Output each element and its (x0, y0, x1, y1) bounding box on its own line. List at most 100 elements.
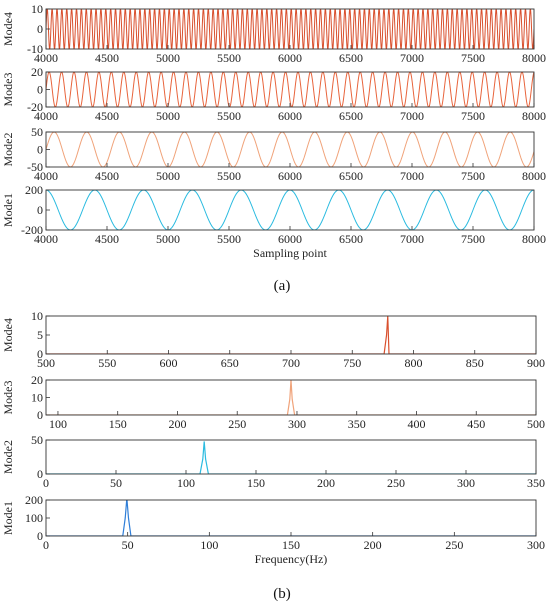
y-tick-label: 0 (37, 143, 43, 157)
y-tick-label: -50 (27, 160, 43, 174)
x-tick-label: 600 (160, 356, 178, 370)
x-ticks: 4000 4500 5000 5500 6000 6500 7000 7500 8000 (34, 45, 546, 65)
x-tick-label: 7500 (461, 109, 485, 123)
y-tick-label: 0 (37, 203, 43, 217)
y-axis-label: Mode2 (1, 440, 15, 474)
x-tick-label: 4000 (34, 51, 58, 65)
x-tick-label: 100 (49, 417, 67, 431)
x-tick-label: 4500 (95, 51, 119, 65)
x-tick-label: 4500 (95, 169, 119, 183)
x-tick-label: 850 (466, 356, 484, 370)
y-tick-label: 10 (31, 391, 43, 405)
y-ticks: 0 50 (31, 433, 50, 481)
x-tick-label: 500 (527, 417, 545, 431)
y-tick-label: 200 (25, 183, 43, 197)
x-tick-label: 200 (364, 538, 382, 552)
x-tick-label: 200 (317, 476, 335, 490)
x-tick-label: 5500 (217, 51, 241, 65)
y-tick-label: 200 (25, 493, 43, 507)
y-tick-label: 0 (37, 347, 43, 361)
x-tick-label: 7000 (400, 232, 424, 246)
x-tick-label: 8000 (522, 51, 546, 65)
series-line (46, 132, 534, 167)
y-tick-label: 10 (31, 2, 43, 16)
x-tick-label: 7500 (461, 232, 485, 246)
x-tick-label: 300 (288, 417, 306, 431)
axes-frame (45, 315, 537, 355)
y-axis-label: Mode3 (1, 73, 15, 107)
panel-b-mode2: 0 50 100 150 200 250 300 350 0 50 Mode2 (1, 433, 545, 490)
plots-layer: 4000 4500 5000 5500 6000 6500 7000 7500 8000-100… (1, 2, 546, 566)
x-tick-label: 0 (43, 476, 49, 490)
x-tick-label: 6500 (339, 232, 363, 246)
y-tick-label: 0 (37, 529, 43, 543)
y-tick-label: 20 (31, 65, 43, 79)
x-tick-label: 5500 (217, 232, 241, 246)
x-tick-label: 0 (43, 538, 49, 552)
panel-a-mode2: 4000 4500 5000 5500 6000 6500 7000 7500 8000 -50 0… (1, 125, 546, 183)
x-ticks: 100 150 200 250 300 350 400 450 500 (49, 411, 545, 431)
caption-b: (b) (273, 586, 291, 602)
y-ticks: 0 100 200 (25, 493, 50, 543)
y-tick-label: 5 (37, 328, 43, 342)
x-tick-label: 7000 (400, 169, 424, 183)
x-tick-label: 100 (200, 538, 218, 552)
y-tick-label: 100 (25, 511, 43, 525)
x-tick-label: 4000 (34, 169, 58, 183)
y-tick-label: 0 (37, 467, 43, 481)
x-axis-label: Frequency(Hz) (255, 552, 328, 566)
x-tick-label: 6000 (278, 51, 302, 65)
x-tick-label: 7000 (400, 109, 424, 123)
x-tick-label: 50 (110, 476, 122, 490)
x-tick-label: 200 (168, 417, 186, 431)
x-tick-label: 350 (527, 476, 545, 490)
x-tick-label: 6000 (278, 232, 302, 246)
y-ticks: 0 10 20 (31, 373, 50, 422)
y-tick-label: -10 (27, 42, 43, 56)
x-tick-label: 8000 (522, 232, 546, 246)
panel-a-mode4: 4000 4500 5000 5500 6000 6500 7000 7500 8000 -10 0… (1, 2, 546, 65)
y-ticks: -10 0 10 (27, 2, 50, 56)
x-tick-label: 7500 (461, 51, 485, 65)
x-tick-label: 800 (405, 356, 423, 370)
x-tick-label: 4500 (95, 232, 119, 246)
x-tick-label: 8000 (522, 109, 546, 123)
y-axis-label: Mode2 (1, 133, 15, 167)
x-tick-label: 5500 (217, 109, 241, 123)
caption-a: (a) (274, 278, 291, 294)
x-tick-label: 900 (527, 356, 545, 370)
series-line (46, 190, 534, 230)
y-tick-label: -200 (21, 223, 43, 237)
x-ticks: 4000 4500 5000 5500 6000 6500 7000 7500 8000 (34, 163, 546, 183)
y-ticks: -50 0 50 (27, 125, 50, 174)
x-tick-label: 5000 (156, 51, 180, 65)
series-line (46, 380, 536, 415)
y-axis-label: Mode3 (1, 381, 15, 415)
x-tick-label: 250 (387, 476, 405, 490)
axes-frame (45, 439, 537, 475)
x-tick-label: 100 (177, 476, 195, 490)
x-tick-label: 6500 (339, 169, 363, 183)
x-tick-label: 150 (109, 417, 127, 431)
y-tick-label: 50 (31, 433, 43, 447)
x-ticks: 4000 4500 5000 5500 6000 6500 7000 7500 8000 (34, 103, 546, 123)
x-tick-label: 4500 (95, 109, 119, 123)
panel-a-mode3: 4000 4500 5000 5500 6000 6500 7000 7500 8000 -20 0… (1, 65, 546, 123)
panel-b-mode3: 100 150 200 250 300 350 400 450 500 0 10 20 Mode3 (1, 373, 545, 431)
panel-a-mode1: 4000 4500 5000 5500 6000 6500 7000 7500 8000 -200… (1, 183, 546, 260)
x-tick-label: 150 (247, 476, 265, 490)
y-tick-label: -20 (27, 100, 43, 114)
series-line (46, 316, 536, 354)
x-tick-label: 50 (122, 538, 134, 552)
y-tick-label: 0 (37, 408, 43, 422)
x-tick-label: 300 (457, 476, 475, 490)
x-tick-label: 4000 (34, 232, 58, 246)
x-ticks: 4000 4500 5000 5500 6000 6500 7000 7500 8000 (34, 226, 546, 246)
y-ticks: -20 0 20 (27, 65, 50, 114)
axes-frame (45, 189, 535, 231)
y-axis-label: Mode4 (1, 12, 15, 46)
x-tick-label: 4000 (34, 109, 58, 123)
y-axis-label: Mode1 (1, 193, 15, 227)
series-line (46, 72, 534, 107)
x-tick-label: 300 (527, 538, 545, 552)
